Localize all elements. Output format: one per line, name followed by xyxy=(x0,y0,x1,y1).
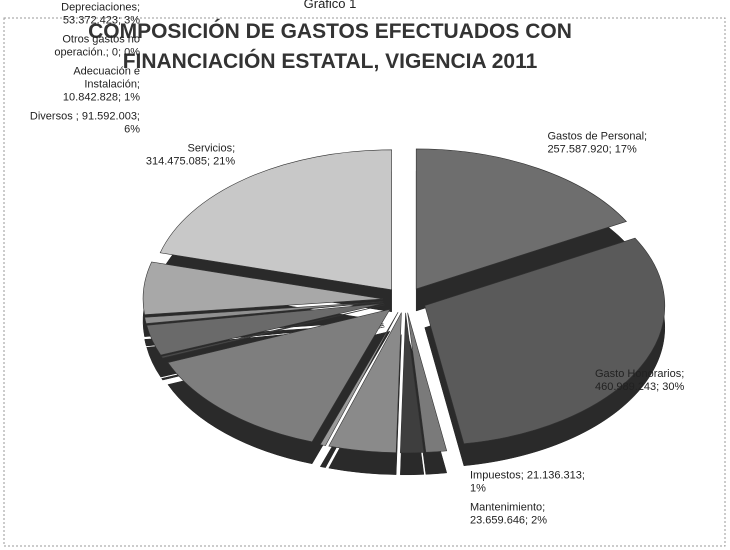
slice xyxy=(407,312,448,453)
data-label: Mantenimiento; 23.659.646; 2% xyxy=(470,502,547,527)
slice xyxy=(167,308,391,443)
slice xyxy=(144,301,384,324)
slice xyxy=(415,148,627,290)
slice xyxy=(328,312,402,453)
slice xyxy=(146,303,384,356)
chart-title-text: COMPOSICIÓN DE GASTOS EFECTUADOS CON FINA… xyxy=(88,19,572,73)
slice xyxy=(424,237,666,445)
data-label: Depreciaciones; 53.372.423; 3% xyxy=(61,2,140,27)
data-label: Diversos ; 91.592.003; 6% xyxy=(30,111,140,136)
chart-title: COMPOSICIÓN DE GASTOS EFECTUADOS CON FINA… xyxy=(88,19,572,73)
slice xyxy=(142,261,384,315)
data-label: Impuestos; 21.136.313; 1% xyxy=(470,470,585,495)
chart-frame xyxy=(3,17,726,547)
slice xyxy=(319,312,399,446)
slice xyxy=(400,312,425,454)
data-label: Otros gastos no operación.; 0; 0% xyxy=(54,34,140,59)
data-label: Gasto Honorarios; 460.989.243; 30% xyxy=(595,368,685,393)
slice xyxy=(161,304,385,359)
slice xyxy=(159,149,392,291)
data-label: Servicios; 314.475.085; 21% xyxy=(146,143,236,168)
figure-label: Gráfico 1 xyxy=(304,0,357,11)
data-label: Gastos de Personal; 257.587.920; 17% xyxy=(547,131,647,156)
pie xyxy=(142,148,666,476)
data-label: Adecuación e Instalación; 10.842.828; 1% xyxy=(63,66,140,104)
